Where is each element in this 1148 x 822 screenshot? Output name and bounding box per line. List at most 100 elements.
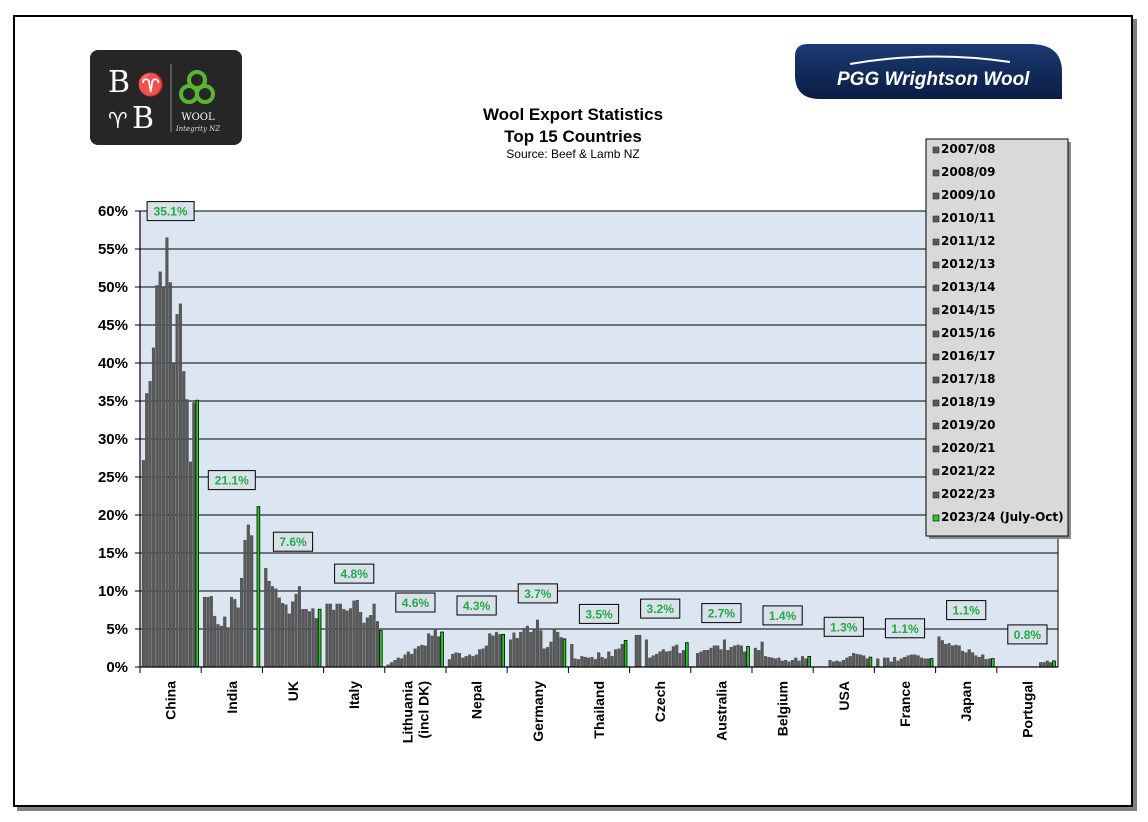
x-tick-label-group: USA — [836, 681, 852, 711]
x-tick-label: Lithuania — [399, 681, 415, 743]
bar — [610, 656, 614, 668]
bar — [852, 653, 856, 668]
bar — [800, 656, 805, 668]
bar — [1052, 660, 1056, 668]
bar — [743, 651, 747, 668]
bar — [648, 657, 652, 668]
x-tick-label-group: Portugal — [1019, 681, 1035, 738]
bar — [420, 644, 424, 668]
bar — [148, 381, 152, 668]
bar — [623, 640, 628, 668]
pgg-wrightson-wool-logo: PGG Wrightson Wool — [795, 44, 1062, 99]
bar — [488, 633, 492, 668]
bar — [165, 237, 169, 668]
y-tick-label: 40% — [98, 355, 128, 372]
bar — [617, 648, 621, 668]
bar — [974, 655, 978, 668]
bar — [661, 649, 665, 668]
bar — [233, 599, 237, 668]
bar — [525, 625, 529, 668]
bar — [250, 535, 254, 668]
x-tick-label: Thailand — [591, 681, 607, 739]
bar — [580, 656, 584, 668]
bar — [223, 616, 227, 668]
x-tick-label: Czech — [652, 681, 668, 722]
bar — [304, 609, 308, 668]
bar — [573, 658, 577, 668]
y-tick-label: 10% — [98, 583, 128, 600]
legend-label: 2007/08 — [941, 142, 995, 156]
bar — [855, 653, 859, 668]
bar — [546, 647, 550, 668]
bar — [413, 648, 417, 668]
data-label-box — [395, 592, 436, 613]
bar — [991, 658, 995, 668]
bar — [947, 643, 951, 668]
bar — [562, 638, 567, 668]
data-label-box — [207, 470, 256, 491]
bar — [175, 314, 179, 668]
bar — [195, 399, 199, 668]
bar — [454, 652, 458, 668]
legend-swatch — [932, 491, 940, 499]
legend-label: 2009/10 — [941, 188, 995, 202]
bar — [835, 660, 839, 668]
x-tick-label-group: Nepal — [469, 681, 485, 719]
data-label: 0.8% — [1014, 628, 1042, 642]
wool-swirl-icon — [179, 70, 215, 104]
legend-label: 2018/19 — [941, 395, 995, 409]
bar — [464, 656, 468, 668]
bar — [396, 657, 400, 668]
bar — [858, 654, 862, 668]
bar — [338, 603, 342, 668]
x-tick-label: Italy — [346, 681, 362, 709]
bar — [168, 282, 172, 668]
bar — [583, 656, 587, 668]
bar — [270, 586, 275, 668]
plot-area: 0% 5% 10% 15% 20% 25% 30% 35% 40% 45% 50% 55% 60% Chi… — [98, 201, 1059, 743]
bar — [556, 631, 560, 668]
logo-right-bg — [795, 44, 1062, 99]
bar — [256, 506, 261, 668]
bar — [671, 646, 675, 668]
bar — [314, 618, 318, 668]
bar — [498, 634, 502, 668]
bar — [484, 645, 488, 668]
legend-label: 2023/24 (July-Oct) — [941, 510, 1064, 524]
legend-label: 2016/17 — [941, 349, 995, 363]
legend-label: 2022/23 — [941, 487, 995, 501]
data-label: 4.3% — [463, 599, 491, 613]
legend-swatch — [932, 468, 940, 476]
bar — [369, 615, 373, 668]
bar — [529, 631, 533, 668]
data-label: 7.6% — [279, 535, 307, 549]
bar — [971, 652, 975, 668]
x-tick-label: France — [897, 681, 913, 727]
bar — [919, 657, 924, 668]
bar — [379, 630, 383, 668]
bar — [372, 603, 376, 668]
bar — [940, 640, 944, 668]
bar — [706, 650, 710, 668]
bar — [447, 659, 451, 668]
legend-swatch — [932, 169, 940, 177]
data-label-box — [946, 600, 987, 621]
data-label: 21.1% — [215, 474, 249, 488]
bar — [899, 658, 903, 668]
bar — [1049, 662, 1053, 668]
bar — [590, 656, 594, 668]
legend-swatch — [932, 399, 940, 407]
x-tick-label-group: Lithuania (incl DK) — [399, 681, 431, 743]
bar — [620, 644, 624, 668]
logo-right-text: PGG Wrightson Wool — [837, 69, 1030, 90]
bar — [587, 657, 591, 668]
bar — [726, 650, 730, 668]
x-tick-label: (incl DK) — [415, 681, 431, 739]
bar — [192, 402, 196, 668]
bar — [719, 649, 723, 668]
bar — [226, 627, 230, 668]
bar — [390, 662, 394, 668]
bar — [722, 639, 726, 668]
bar — [145, 393, 149, 668]
bar — [213, 615, 217, 668]
